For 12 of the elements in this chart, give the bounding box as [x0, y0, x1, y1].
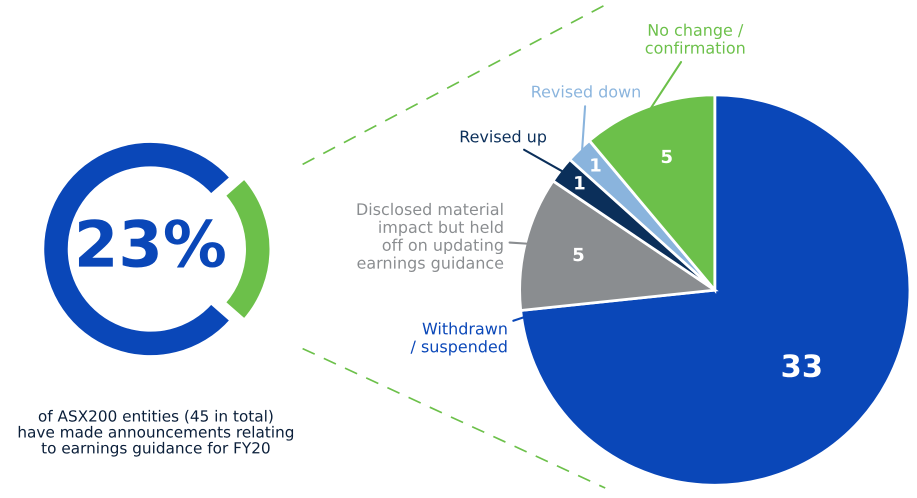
text: of ASX200 entities (45 in total) have made announcements relating to earnings guidance for FY20: [18, 410, 294, 457]
text: 23%: [78, 219, 225, 268]
slice-label: Revised up: [460, 130, 546, 146]
data-label: 5: [662, 150, 672, 164]
slice-label: No change / confirmation: [646, 24, 744, 54]
data-label: 5: [574, 248, 584, 262]
data-label: 33: [782, 354, 821, 378]
data-label: 1: [575, 176, 584, 190]
slice-label: Revised down: [532, 85, 640, 98]
data-label: 1: [591, 158, 601, 172]
slice-label: Withdrawn / suspended: [410, 322, 507, 356]
slice-label: Disclosed material impact but held off on updating earnings guidance: [357, 202, 504, 272]
